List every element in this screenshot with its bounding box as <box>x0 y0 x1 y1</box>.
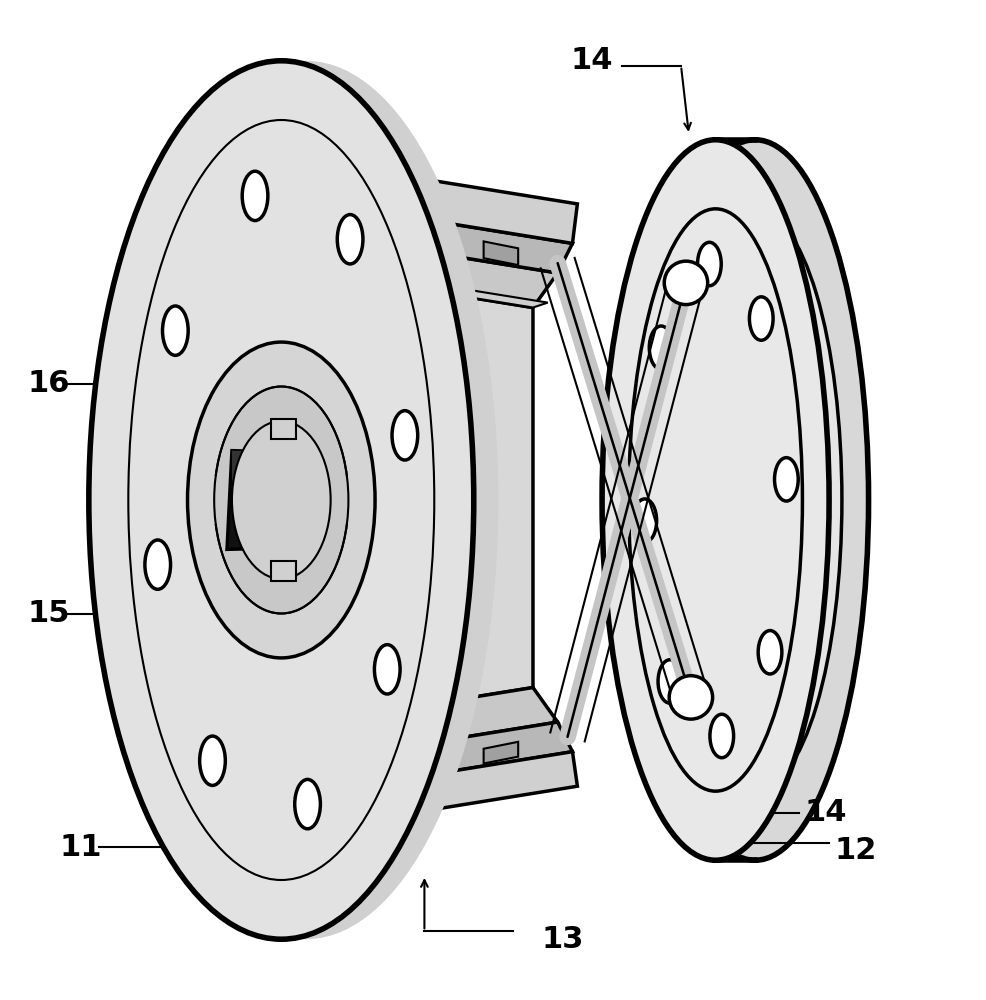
Ellipse shape <box>374 645 399 694</box>
Polygon shape <box>380 278 547 308</box>
Polygon shape <box>271 561 296 581</box>
Polygon shape <box>419 179 577 243</box>
Ellipse shape <box>641 140 868 860</box>
Polygon shape <box>404 722 572 776</box>
Ellipse shape <box>632 499 656 542</box>
Ellipse shape <box>664 261 707 305</box>
Polygon shape <box>271 419 296 439</box>
Text: 11: 11 <box>59 833 102 862</box>
Ellipse shape <box>145 540 171 589</box>
Ellipse shape <box>757 631 781 674</box>
Ellipse shape <box>658 660 681 703</box>
Text: 14: 14 <box>804 798 846 827</box>
Ellipse shape <box>113 61 498 939</box>
Polygon shape <box>419 752 577 811</box>
Polygon shape <box>380 688 557 747</box>
Ellipse shape <box>391 411 417 460</box>
Text: 12: 12 <box>833 836 876 865</box>
Ellipse shape <box>709 714 733 758</box>
Ellipse shape <box>748 297 772 340</box>
Ellipse shape <box>232 421 330 579</box>
Polygon shape <box>483 241 518 265</box>
Polygon shape <box>380 248 557 308</box>
Ellipse shape <box>199 736 225 785</box>
Ellipse shape <box>601 140 828 860</box>
Ellipse shape <box>242 171 267 221</box>
Ellipse shape <box>668 209 841 791</box>
Polygon shape <box>380 238 434 283</box>
Text: 16: 16 <box>28 369 70 398</box>
Ellipse shape <box>337 215 363 264</box>
Polygon shape <box>227 451 306 549</box>
Ellipse shape <box>774 458 798 501</box>
Text: 13: 13 <box>541 925 583 954</box>
Ellipse shape <box>649 326 672 369</box>
Ellipse shape <box>163 306 188 355</box>
Ellipse shape <box>669 676 712 719</box>
Ellipse shape <box>295 779 320 829</box>
Polygon shape <box>404 219 572 273</box>
Text: 14: 14 <box>570 46 613 75</box>
Ellipse shape <box>214 386 348 614</box>
Ellipse shape <box>187 342 375 658</box>
Text: 15: 15 <box>28 599 70 628</box>
Ellipse shape <box>89 61 473 939</box>
Polygon shape <box>232 451 301 490</box>
Polygon shape <box>380 712 434 757</box>
Polygon shape <box>483 742 518 764</box>
Polygon shape <box>380 283 532 712</box>
Ellipse shape <box>697 242 721 286</box>
